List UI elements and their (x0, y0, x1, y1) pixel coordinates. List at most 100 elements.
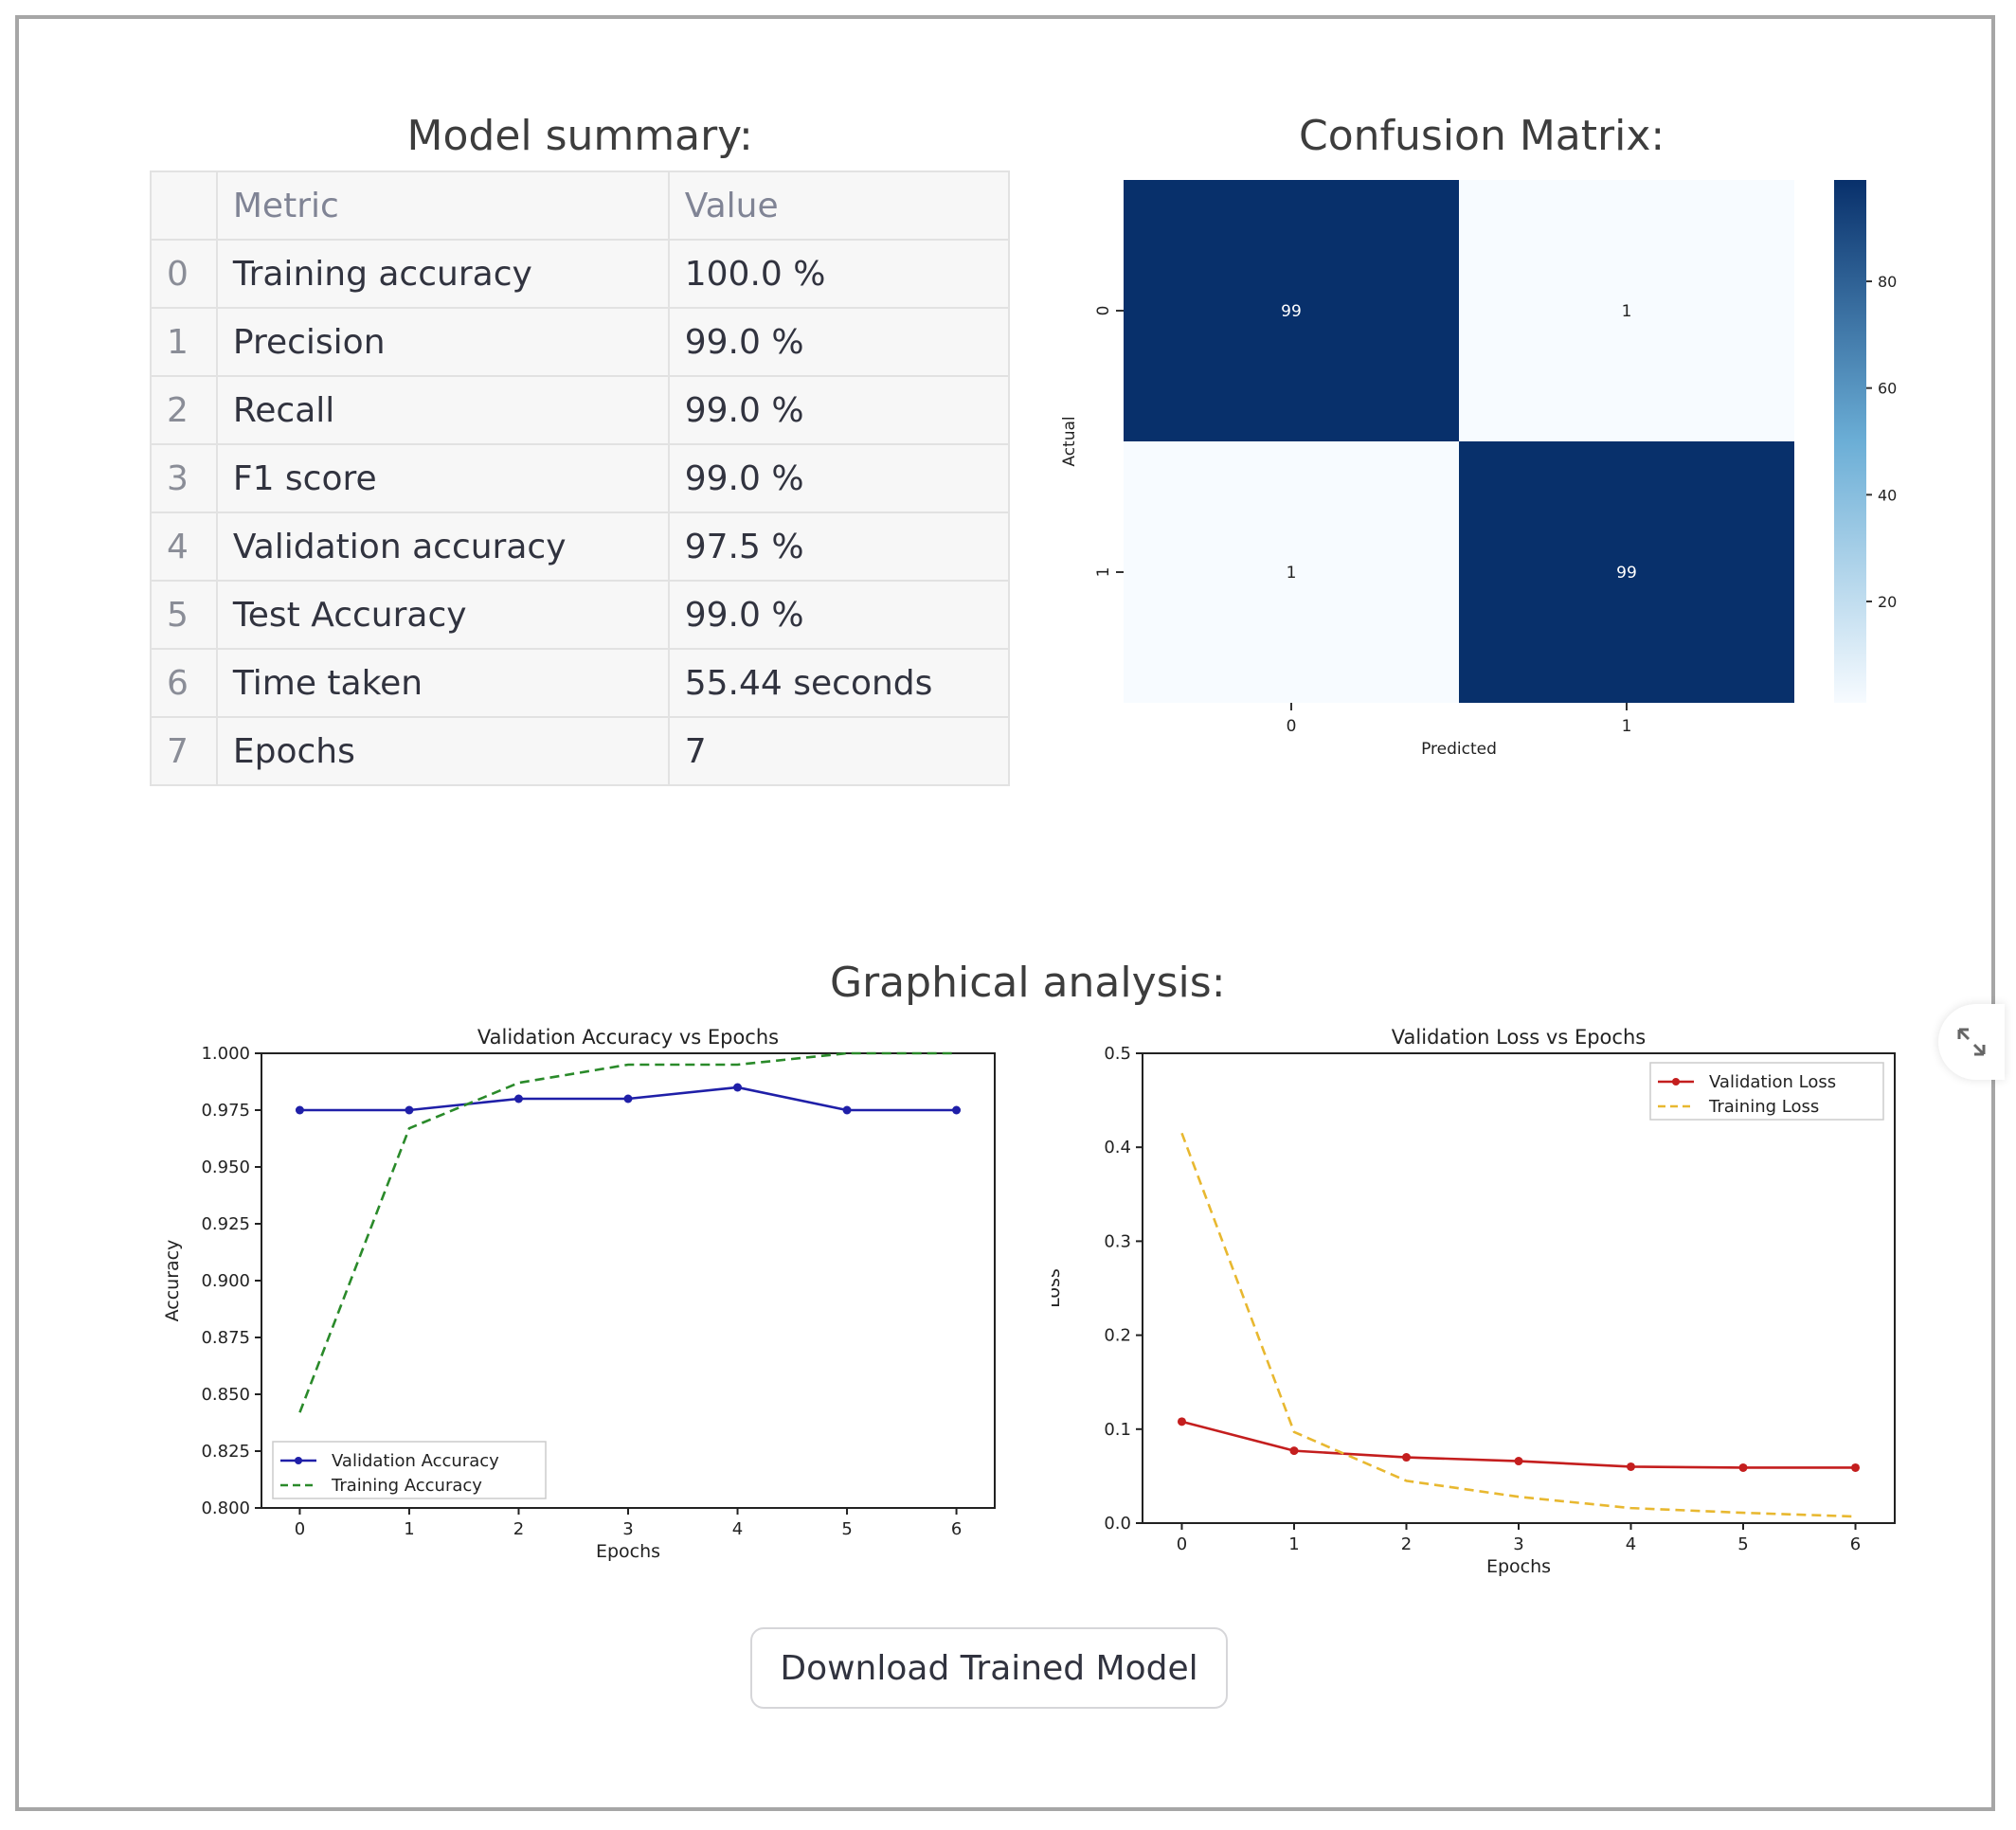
metric-cell: Validation accuracy (215, 511, 670, 582)
y-tick-label: 0.950 (201, 1157, 250, 1177)
column-header-index[interactable] (150, 170, 218, 241)
expand-icon[interactable] (1938, 1004, 2005, 1080)
table-row: 5 Test Accuracy 99.0 % (150, 580, 1011, 650)
metric-cell: Test Accuracy (215, 580, 670, 650)
y-tick-label: 0.925 (201, 1214, 250, 1234)
metric-cell: Recall (215, 375, 670, 445)
legend-box (272, 1441, 547, 1499)
row-index: 0 (150, 239, 218, 309)
plot-frame (261, 1052, 996, 1509)
legend-marker (295, 1457, 302, 1464)
value-cell: 99.0 % (667, 375, 1011, 445)
data-point (623, 1094, 633, 1103)
download-trained-model-button[interactable]: Download Trained Model (750, 1627, 1228, 1709)
plot-frame (1142, 1052, 1896, 1524)
expand-arrows-icon (1957, 1028, 1986, 1056)
table-row: 3 F1 score 99.0 % (150, 443, 1011, 513)
y-tick-label: 1 (1094, 567, 1113, 578)
y-tick-label: 0.4 (1104, 1138, 1131, 1157)
y-tick-label: 0.850 (201, 1385, 250, 1405)
colorbar-tick-label: 20 (1878, 593, 1897, 611)
x-tick-label: 0 (295, 1519, 305, 1539)
series-line-1 (1180, 1132, 1856, 1518)
y-tick-label: 0.1 (1104, 1420, 1131, 1440)
table-row: 7 Epochs 7 (150, 716, 1011, 786)
metric-cell: F1 score (215, 443, 670, 513)
value-cell: 7 (667, 716, 1011, 786)
row-index: 2 (150, 375, 218, 445)
legend-label: Validation Accuracy (332, 1451, 499, 1471)
row-index: 7 (150, 716, 218, 786)
cell-value-label: 1 (1622, 302, 1632, 321)
column-header-metric[interactable]: Metric (215, 170, 670, 241)
data-point (733, 1083, 743, 1092)
column-header-value[interactable]: Value (667, 170, 1011, 241)
data-point (1851, 1462, 1861, 1472)
x-tick-label: 6 (951, 1519, 962, 1539)
y-tick-label: 0.0 (1104, 1514, 1131, 1534)
data-point (1289, 1446, 1299, 1456)
row-index: 5 (150, 580, 218, 650)
table-row: 2 Recall 99.0 % (150, 375, 1011, 445)
x-tick-label: 0 (1287, 717, 1297, 736)
data-point (952, 1105, 962, 1115)
value-cell: 99.0 % (667, 307, 1011, 377)
table-row: 1 Precision 99.0 % (150, 307, 1011, 377)
chart-title: Validation Loss vs Epochs (1392, 1026, 1646, 1049)
data-point (1177, 1417, 1186, 1426)
x-tick-label: 2 (513, 1519, 524, 1539)
y-tick-label: 0.825 (201, 1442, 250, 1462)
y-tick-label: 0.800 (201, 1498, 250, 1518)
row-index: 4 (150, 511, 218, 582)
metric-cell: Time taken (215, 648, 670, 718)
row-index: 3 (150, 443, 218, 513)
loss-chart-panel: Validation Loss vs Epochs 0.0 0.1 0.2 0.3 0.4… (1043, 1015, 1914, 1593)
data-point (1627, 1462, 1636, 1471)
x-tick-label: 0 (1177, 1534, 1187, 1554)
cell-value-label: 99 (1281, 302, 1302, 321)
x-tick-label: 2 (1401, 1534, 1412, 1554)
y-axis-label: Loss (1052, 1268, 1064, 1308)
model-summary-table: Metric Value 0 Training accuracy 100.0 % 1 P… (150, 170, 1011, 786)
y-tick-label: 0 (1094, 306, 1113, 316)
cell-value-label: 1 (1287, 564, 1297, 583)
y-tick-label: 0.975 (201, 1101, 250, 1121)
y-tick-label: 1.000 (201, 1044, 250, 1064)
x-tick-label: 4 (1626, 1534, 1636, 1554)
loss-chart: Validation Loss vs Epochs 0.0 0.1 0.2 0.3 0.4… (1043, 1026, 1896, 1577)
accuracy-chart-panel: Validation Accuracy vs Epochs 0.800 0.825 0… (148, 1015, 1012, 1576)
legend-label: Training Loss (1708, 1097, 1819, 1117)
x-tick-label: 5 (1737, 1534, 1748, 1554)
accuracy-chart: Validation Accuracy vs Epochs 0.800 0.825 0… (162, 1026, 996, 1562)
confusion-matrix-title: Confusion Matrix: (1299, 112, 1665, 160)
metric-cell: Epochs (215, 716, 670, 786)
metric-cell: Training accuracy (215, 239, 670, 309)
table-row: 4 Validation accuracy 97.5 % (150, 511, 1011, 582)
cell-value-label: 99 (1616, 564, 1637, 583)
x-tick-label: 1 (1288, 1534, 1299, 1554)
heatmap-cell (1459, 441, 1794, 703)
data-point (1401, 1453, 1411, 1462)
x-tick-label: 4 (732, 1519, 743, 1539)
row-index: 1 (150, 307, 218, 377)
legend-marker (1672, 1078, 1680, 1085)
x-tick-label: 1 (404, 1519, 414, 1539)
value-cell: 97.5 % (667, 511, 1011, 582)
value-cell: 99.0 % (667, 443, 1011, 513)
x-tick-label: 3 (622, 1519, 633, 1539)
x-tick-label: 1 (1622, 717, 1632, 736)
x-tick-label: 3 (1513, 1534, 1523, 1554)
legend-label: Validation Loss (1709, 1072, 1836, 1092)
y-tick-label: 0.900 (201, 1271, 250, 1291)
y-tick-label: 0.875 (201, 1328, 250, 1348)
data-point (1738, 1462, 1748, 1472)
x-axis-label: Predicted (1421, 740, 1497, 759)
y-axis-label: Actual (1060, 416, 1079, 466)
data-point (295, 1105, 304, 1115)
data-point (513, 1094, 523, 1103)
y-axis-label: Accuracy (162, 1240, 183, 1322)
value-cell: 55.44 seconds (667, 648, 1011, 718)
colorbar (1834, 180, 1866, 703)
heatmap-cell (1459, 180, 1794, 441)
x-tick-label: 5 (841, 1519, 852, 1539)
